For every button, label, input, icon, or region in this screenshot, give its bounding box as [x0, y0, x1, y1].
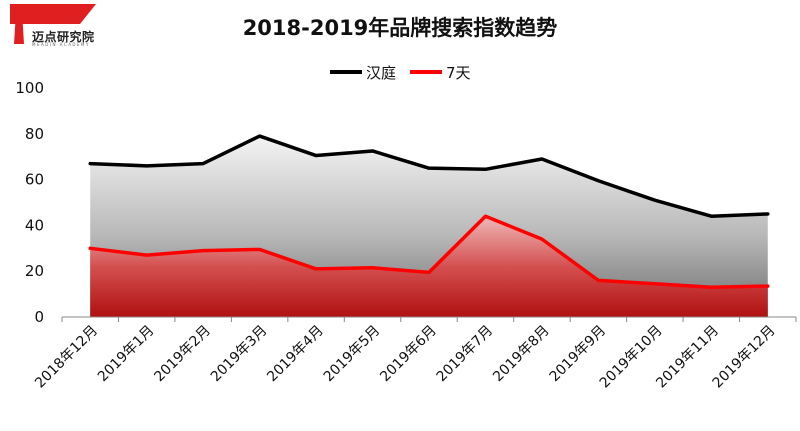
logo-lighthouse-icon — [10, 4, 96, 44]
x-tick-label: 2019年6月 — [377, 323, 440, 386]
series-area-2 — [90, 216, 768, 317]
logo-subtext: MEADIN ACADEMY — [32, 42, 90, 47]
y-tick-label: 40 — [25, 216, 44, 234]
legend-label-series-2: 7天 — [446, 63, 471, 82]
x-tick-label: 2019年2月 — [151, 323, 214, 386]
y-tick-label: 20 — [25, 262, 44, 280]
x-tick-label: 2019年5月 — [321, 323, 384, 386]
logo: 迈点研究院 MEADIN ACADEMY — [6, 4, 102, 47]
y-tick-label: 80 — [25, 125, 44, 143]
y-tick-label: 100 — [15, 79, 44, 97]
y-tick-label: 60 — [25, 171, 44, 189]
legend-label-series-1: 汉庭 — [366, 63, 397, 82]
x-tick-label: 2019年8月 — [490, 323, 553, 386]
chart-legend: 汉庭 7天 — [330, 62, 485, 82]
legend-item-series-1: 汉庭 — [330, 62, 396, 83]
legend-swatch-series-1 — [330, 70, 362, 74]
x-tick-label: 2019年3月 — [208, 323, 271, 386]
legend-item-series-2: 7天 — [410, 62, 471, 83]
logo-text: 迈点研究院 — [32, 30, 95, 44]
chart-title: 2018-2019年品牌搜索指数趋势 — [242, 16, 558, 40]
x-tick-label: 2018年12月 — [32, 323, 101, 392]
legend-swatch-series-2 — [410, 70, 443, 74]
x-tick-label: 2019年1月 — [95, 323, 158, 386]
x-tick-label: 2019年4月 — [264, 323, 327, 386]
y-tick-label: 0 — [34, 308, 44, 326]
x-tick-label: 2019年7月 — [434, 323, 497, 386]
